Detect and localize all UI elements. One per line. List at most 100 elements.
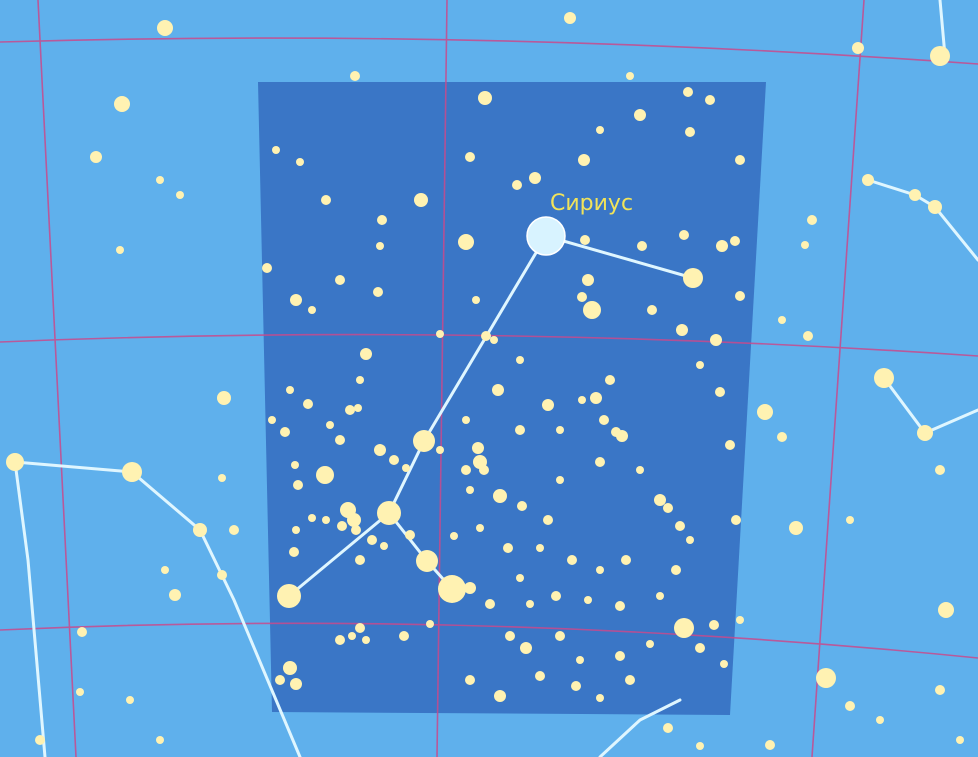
star-icon — [157, 20, 173, 36]
star-icon — [615, 651, 625, 661]
star-icon — [555, 631, 565, 641]
star-icon — [663, 723, 673, 733]
star-icon — [193, 523, 207, 537]
grid-line — [436, 0, 448, 757]
star-icon — [526, 600, 534, 608]
star-icon — [476, 524, 484, 532]
star-icon — [935, 465, 945, 475]
star-icon — [615, 601, 625, 611]
star-icon — [578, 154, 590, 166]
stars-layer — [6, 12, 964, 750]
star-icon — [710, 334, 722, 346]
star-icon — [536, 544, 544, 552]
star-icon — [637, 241, 647, 251]
star-icon — [686, 536, 694, 544]
star-icon — [268, 416, 276, 424]
star-icon — [303, 399, 313, 409]
star-icon — [845, 701, 855, 711]
star-icon — [465, 675, 475, 685]
star-icon — [543, 515, 553, 525]
star-icon — [709, 620, 719, 630]
star-icon — [596, 694, 604, 702]
star-icon — [716, 240, 728, 252]
bright-star-icon — [674, 618, 694, 638]
star-icon — [472, 296, 480, 304]
star-icon — [580, 235, 590, 245]
star-icon — [720, 660, 728, 668]
star-icon — [485, 599, 495, 609]
star-icon — [683, 87, 693, 97]
star-icon — [321, 195, 331, 205]
star-icon — [76, 688, 84, 696]
star-icon — [938, 602, 954, 618]
neighbor-constellation-figure — [13, 460, 47, 757]
bright-star-icon — [316, 466, 334, 484]
star-icon — [636, 466, 644, 474]
bright-star-icon — [377, 501, 401, 525]
star-icon — [362, 636, 370, 644]
star-icon — [571, 681, 581, 691]
star-icon — [757, 404, 773, 420]
star-icon — [578, 396, 586, 404]
star-icon — [348, 632, 356, 640]
star-icon — [663, 503, 673, 513]
star-icon — [351, 525, 361, 535]
star-icon — [695, 643, 705, 653]
star-icon — [529, 172, 541, 184]
star-icon — [283, 661, 297, 675]
star-icon — [876, 716, 884, 724]
bright-star-icon — [816, 668, 836, 688]
star-icon — [671, 565, 681, 575]
star-icon — [735, 155, 745, 165]
star-icon — [405, 530, 415, 540]
star-icon — [654, 494, 666, 506]
star-icon — [399, 631, 409, 641]
star-icon — [556, 426, 564, 434]
star-icon — [492, 384, 504, 396]
star-icon — [461, 465, 471, 475]
star-icon — [272, 146, 280, 154]
constellation-region — [258, 82, 766, 715]
star-icon — [584, 596, 592, 604]
star-icon — [626, 72, 634, 80]
star-icon — [290, 678, 302, 690]
star-icon — [280, 427, 290, 437]
star-icon — [777, 432, 787, 442]
star-icon — [161, 566, 169, 574]
star-icon — [126, 696, 134, 704]
star-icon — [275, 675, 285, 685]
star-icon — [354, 404, 362, 412]
star-icon — [517, 501, 527, 511]
star-icon — [466, 486, 474, 494]
star-icon — [462, 416, 470, 424]
star-icon — [156, 736, 164, 744]
star-icon — [481, 331, 491, 341]
star-icon — [696, 742, 704, 750]
grid-line — [37, 0, 77, 757]
star-icon — [605, 375, 615, 385]
sirius-label: Сириус — [550, 191, 633, 216]
star-icon — [355, 623, 365, 633]
star-icon — [846, 516, 854, 524]
neighbor-constellation-figure — [938, 0, 947, 58]
star-icon — [765, 740, 775, 750]
star-icon — [696, 361, 704, 369]
star-icon — [676, 324, 688, 336]
star-icon — [465, 152, 475, 162]
bright-star-icon — [683, 268, 703, 288]
star-icon — [472, 442, 484, 454]
star-icon — [789, 521, 803, 535]
star-icon — [450, 532, 458, 540]
star-icon — [516, 356, 524, 364]
star-icon — [512, 180, 522, 190]
star-icon — [917, 425, 933, 441]
star-icon — [377, 215, 387, 225]
star-icon — [599, 415, 609, 425]
star-icon — [801, 241, 809, 249]
star-icon — [458, 234, 474, 250]
star-icon — [77, 627, 87, 637]
star-icon — [625, 675, 635, 685]
grid-line — [0, 622, 978, 659]
star-icon — [803, 331, 813, 341]
